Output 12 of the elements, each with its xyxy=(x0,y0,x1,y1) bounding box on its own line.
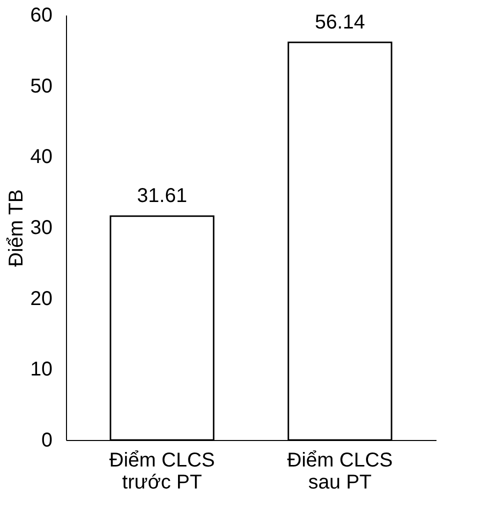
y-tick-label: 0 xyxy=(41,430,52,452)
y-tick-label: 40 xyxy=(30,146,52,168)
y-tick-label: 20 xyxy=(30,288,52,310)
x-tick-label: Điểm CLCS sau PT xyxy=(287,450,393,494)
y-tick-label: 50 xyxy=(30,75,52,98)
data-label: 56.14 xyxy=(314,11,365,34)
x-tick-label: Điểm CLCS trước PT xyxy=(109,450,215,494)
data-label: 31.61 xyxy=(137,185,188,208)
y-axis-title: Điểm TB xyxy=(5,189,28,267)
y-tick-label: 30 xyxy=(30,217,52,239)
y-tick-label: 60 xyxy=(30,4,52,26)
y-tick-label: 10 xyxy=(30,358,52,381)
